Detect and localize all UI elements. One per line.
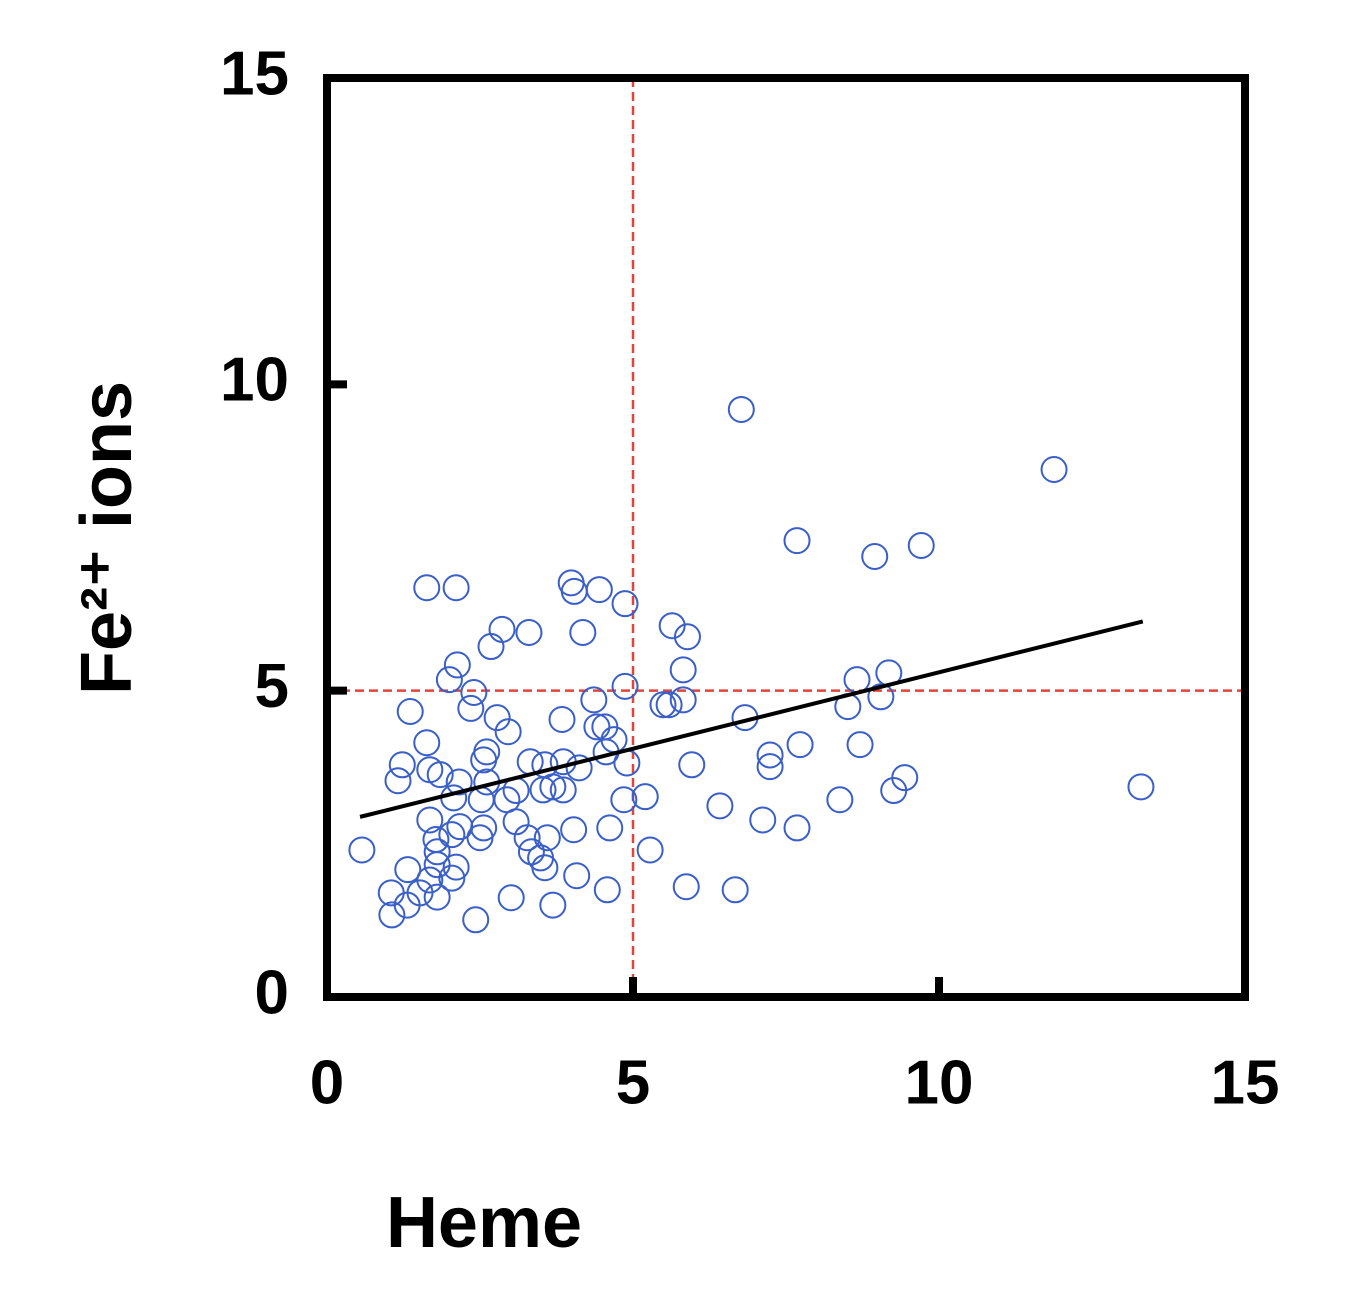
x-tick-label: 15 [1211,1048,1280,1117]
x-axis-title: Heme [386,1183,582,1263]
point [378,901,406,929]
point [393,891,421,919]
point [443,651,471,679]
point [658,612,686,640]
point [611,672,639,700]
point [348,836,376,864]
point [423,851,451,879]
y-tick-label: 15 [220,39,289,108]
point [610,786,638,814]
point [678,751,706,779]
point [1040,455,1068,483]
point [783,814,811,842]
point [585,576,613,604]
point [548,705,576,733]
point [470,746,498,774]
point [907,531,935,559]
point [843,666,871,694]
x-tick-label: 0 [310,1048,344,1117]
point [396,697,424,725]
point [826,786,854,814]
point [531,854,559,882]
point [565,754,593,782]
point [466,824,494,852]
point [483,704,511,732]
point [513,824,541,852]
point [563,862,591,890]
point [416,806,444,834]
y-tick-label: 10 [220,346,289,415]
point [435,666,463,694]
point [423,838,451,866]
point [442,574,470,602]
point [706,792,734,820]
point [631,783,659,811]
point [467,786,495,814]
point [413,574,441,602]
point [1127,773,1155,801]
point [756,741,784,769]
point [636,836,664,864]
y-axis-title: Fe²⁺ ions [67,381,147,695]
point [384,767,412,795]
point [669,656,697,684]
point [529,776,557,804]
point [457,694,485,722]
point [669,686,697,714]
point [727,395,755,423]
point [756,753,784,781]
point [517,838,545,866]
point [580,686,608,714]
point [438,821,466,849]
point [786,731,814,759]
y-tick-label: 0 [255,958,289,1027]
point [460,679,488,707]
point [596,814,624,842]
point [497,884,525,912]
point [560,577,588,605]
point [539,773,567,801]
point [462,906,490,934]
point [394,856,422,884]
point [549,748,577,776]
point [846,731,874,759]
point [442,853,470,881]
x-tick-label: 5 [616,1048,650,1117]
point [783,527,811,555]
point [426,761,454,789]
point [867,683,895,711]
point [649,691,677,719]
point [539,891,567,919]
point [549,776,577,804]
point [583,713,611,741]
point [477,633,505,661]
point [494,718,522,746]
point [673,623,701,651]
point [880,777,908,805]
point [533,824,561,852]
point [672,873,700,901]
y-tick-label: 5 [255,652,289,721]
point [569,618,597,646]
point [861,542,889,570]
point [440,784,468,812]
point [438,864,466,892]
point [593,876,621,904]
point [515,618,543,646]
point [611,590,639,618]
point [413,729,441,757]
point [423,883,451,911]
point [445,768,473,796]
point [388,751,416,779]
x-tick-label: 10 [905,1048,974,1117]
point [749,806,777,834]
point [488,615,516,643]
fit-line [359,619,1144,819]
plot-frame [323,74,1249,1001]
point [721,876,749,904]
point [655,691,683,719]
point [560,816,588,844]
